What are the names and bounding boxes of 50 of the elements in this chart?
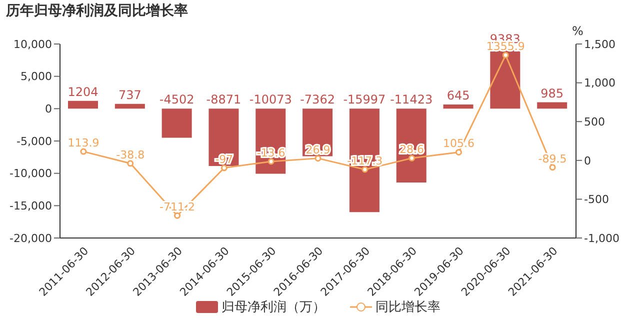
data-label: -8871 (206, 92, 242, 107)
data-label: -38.8 (116, 148, 145, 162)
data-label: 26.9 (306, 143, 330, 156)
point (455, 148, 462, 156)
data-label: 985 (540, 86, 564, 100)
bar (208, 108, 239, 166)
point (314, 155, 322, 162)
point (127, 160, 134, 167)
data-label: 28.6 (400, 143, 424, 156)
y-tick-label: -5,000 (16, 134, 52, 148)
point (502, 52, 509, 58)
point (80, 148, 87, 155)
data-label: -11423 (390, 92, 433, 107)
y-tick-label: 0 (45, 102, 52, 116)
y-tick-label: -20,000 (10, 232, 52, 245)
data-label: -7362 (300, 92, 335, 107)
legend-label: 同比增长率 (374, 299, 440, 316)
point (174, 212, 181, 219)
y2-tick-label: 500 (584, 116, 605, 129)
chart-title: 历年归母净利润及同比增长率 (6, 2, 188, 20)
bar (114, 104, 145, 109)
y2-tick-label: 0 (584, 154, 591, 168)
bar (68, 100, 98, 109)
data-label: -13.6 (256, 146, 286, 160)
y-tick-label: 5,000 (20, 70, 52, 84)
point (362, 166, 368, 173)
data-label: -10073 (249, 92, 292, 107)
bar (443, 104, 474, 109)
bar (537, 102, 568, 109)
point (408, 154, 416, 162)
point (220, 164, 228, 172)
data-label: -15997 (343, 92, 386, 107)
data-label: 645 (446, 88, 470, 102)
y2-tick-label: -500 (584, 193, 609, 206)
legend-label: 归母净利润（万） (220, 299, 326, 316)
y2-tick-label: 1,500 (584, 38, 616, 51)
data-label: -4502 (159, 92, 194, 107)
data-label: 737 (118, 88, 142, 102)
data-label: 1204 (68, 84, 98, 99)
data-label: 113.9 (68, 136, 100, 150)
data-label: -97 (215, 152, 234, 166)
y-tick-label: -10,000 (10, 167, 52, 180)
y2-tick-label: -1,000 (584, 232, 620, 245)
y2-tick-label: 1,000 (584, 76, 616, 90)
y2-axis-title: % (572, 24, 584, 38)
y-tick-label: -15,000 (10, 200, 52, 213)
bar (162, 108, 192, 138)
point (268, 158, 274, 165)
y-tick-label: 10,000 (14, 38, 52, 51)
point (549, 164, 556, 171)
